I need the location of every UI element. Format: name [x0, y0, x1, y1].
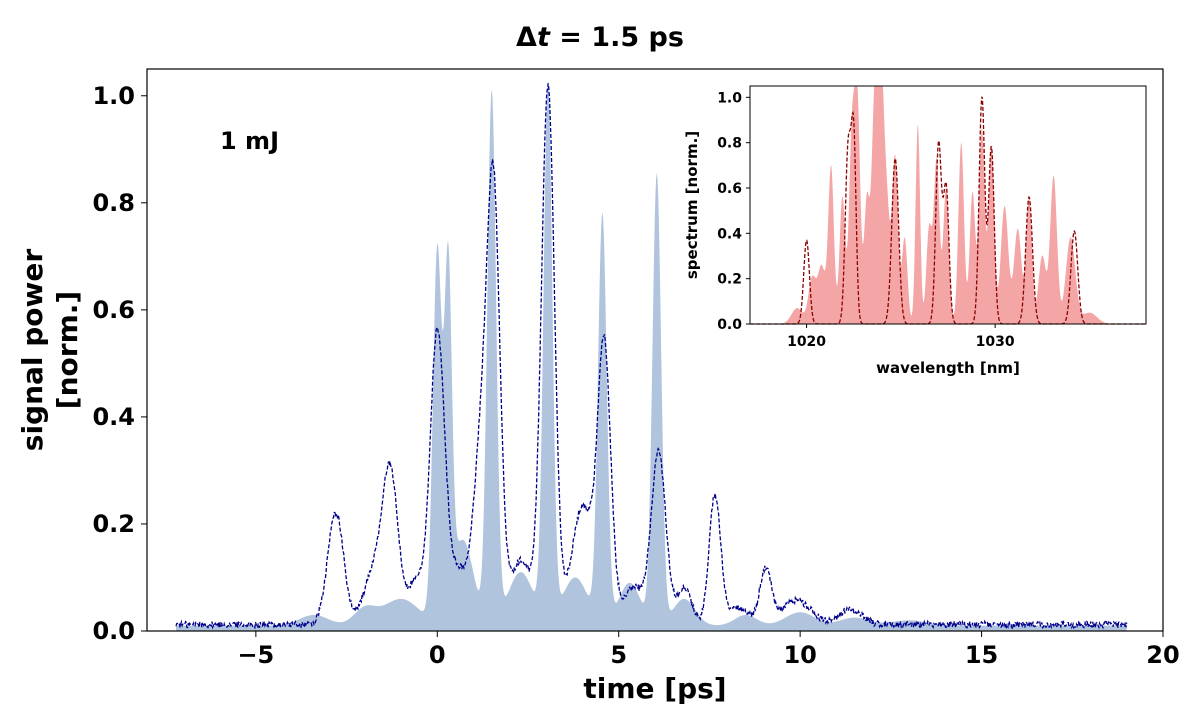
- main-plot: −5 0 5 10 15 20 0.0 0.2 0.4 0.6 0.8 1.0 1 mJ time …: [16, 68, 1180, 705]
- main-y-ticks: 0.0 0.2 0.4 0.6 0.8 1.0: [92, 82, 147, 645]
- x-tick-label: 1020: [787, 334, 826, 350]
- inset-y-ticks: 0.0 0.2 0.4 0.6 0.8 1.0: [717, 90, 750, 333]
- inset-plot-frame: [749, 85, 1147, 325]
- x-tick-label: 5: [610, 641, 627, 669]
- main-series-group: [175, 80, 1128, 632]
- main-y-axis-label-line2: [norm.]: [51, 291, 84, 409]
- x-tick-label: 20: [1146, 641, 1179, 669]
- x-tick-label: −5: [237, 641, 274, 669]
- inset-y-axis-label: spectrum [norm.]: [683, 131, 701, 279]
- y-tick-label: 1.0: [92, 82, 135, 110]
- y-tick-label: 0.8: [717, 136, 742, 152]
- y-tick-label: 0.0: [717, 317, 742, 333]
- y-tick-label: 0.4: [92, 403, 135, 431]
- series-filled-area: [176, 80, 1127, 632]
- main-x-ticks: −5 0 5 10 15 20: [237, 631, 1180, 669]
- x-tick-label: 10: [783, 641, 816, 669]
- main-plot-frame: [146, 68, 1164, 632]
- y-tick-label: 0.0: [92, 617, 135, 645]
- x-tick-label: 1030: [976, 334, 1015, 350]
- main-x-axis-label: time [ps]: [583, 672, 726, 705]
- inset-x-axis-label: wavelength [nm]: [876, 359, 1020, 377]
- x-tick-label: 15: [965, 641, 998, 669]
- y-tick-label: 0.6: [717, 181, 742, 197]
- y-tick-label: 0.8: [92, 189, 135, 217]
- inset-plot: 1020 1030 0.0 0.2 0.4 0.6 0.8 1.0 wavelength […: [683, 85, 1147, 377]
- y-tick-label: 1.0: [717, 90, 742, 106]
- series-filled-area: [750, 86, 1146, 324]
- x-tick-label: 0: [429, 641, 446, 669]
- energy-annotation: 1 mJ: [220, 127, 279, 155]
- main-y-axis-label-line1: signal power: [16, 249, 49, 452]
- inset-x-ticks: 1020 1030: [787, 324, 1015, 350]
- series-dashed-line: [175, 83, 1128, 630]
- chart-title: Δt = 1.5 ps: [516, 22, 684, 53]
- y-tick-label: 0.6: [92, 296, 135, 324]
- y-tick-label: 0.2: [717, 272, 742, 288]
- y-tick-label: 0.4: [717, 226, 742, 242]
- y-tick-label: 0.2: [92, 510, 135, 538]
